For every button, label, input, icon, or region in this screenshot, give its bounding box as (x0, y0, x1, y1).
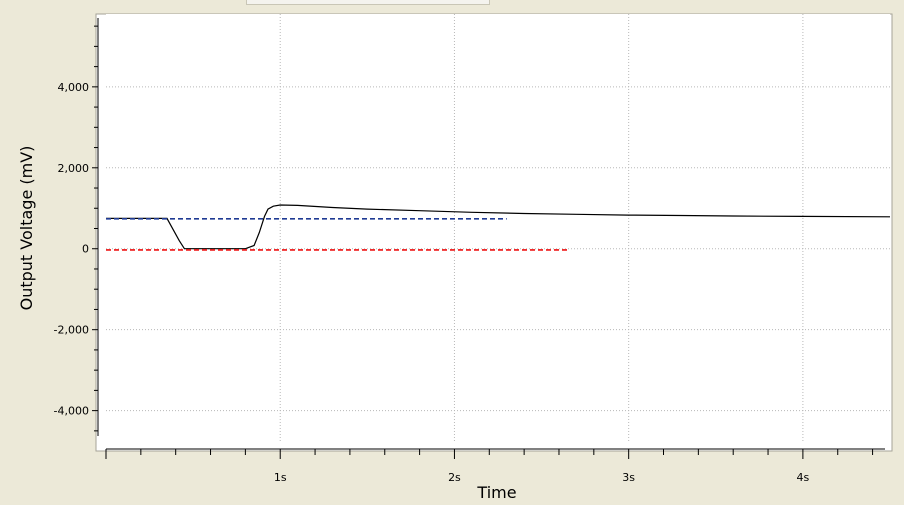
plot-area (106, 14, 890, 443)
series-layer (106, 204, 891, 251)
y-tick-label: -4,000 (54, 405, 89, 418)
x-tick-label: 2s (448, 471, 461, 484)
series-line-1 (106, 204, 891, 250)
y-tick-label: -2,000 (54, 324, 89, 337)
y-tick-label: 0 (82, 243, 89, 256)
x-tick-label: 4s (797, 471, 810, 484)
x-axis-title: Time (476, 483, 516, 502)
y-axis-title: Output Voltage (mV) (17, 146, 36, 311)
x-tick-label: 1s (274, 471, 287, 484)
tab-stub (246, 0, 490, 5)
x-tick-label: 3s (622, 471, 635, 484)
y-tick-label: 2,000 (58, 162, 90, 175)
grid (106, 14, 890, 443)
y-tick-label: 4,000 (58, 81, 90, 94)
tick-labels: 4,000 2,000 0 -2,000 -4,000 1s 2s 3s 4s (54, 81, 810, 484)
axes (92, 18, 885, 459)
